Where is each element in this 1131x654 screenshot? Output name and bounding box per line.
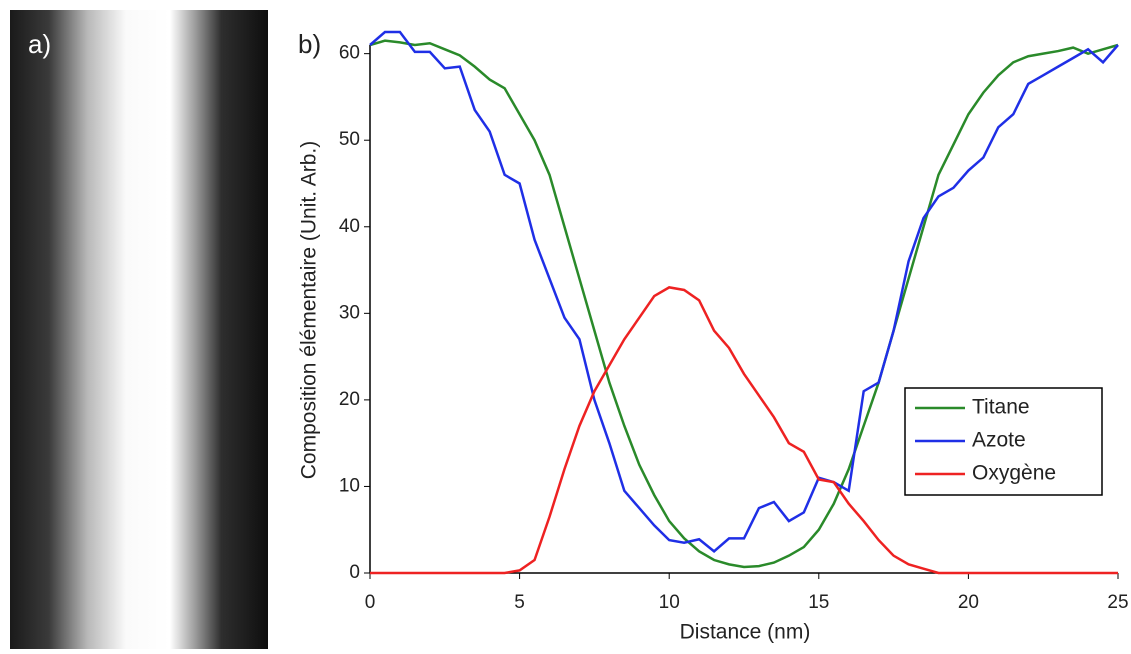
panel-label: b) [298,29,321,59]
y-tick-label: 50 [339,129,360,150]
x-tick-label: 15 [808,592,829,613]
legend-label: Oxygène [972,462,1056,485]
y-tick-label: 20 [339,389,360,410]
series-line [370,286,1118,575]
x-axis-label: Distance (nm) [680,621,811,644]
y-tick-label: 0 [349,562,360,583]
x-tick-label: 10 [659,592,680,613]
micrograph [10,10,268,649]
series-line [369,39,1119,569]
series-line [369,30,1119,553]
legend-label: Azote [972,429,1026,452]
y-tick-label: 60 [339,43,360,64]
x-tick-label: 0 [365,592,376,613]
legend-box [904,387,1103,496]
y-tick-label: 30 [339,302,360,323]
y-tick-label: 40 [339,216,360,237]
panel-label: a) [28,29,51,59]
x-tick-label: 20 [958,592,979,613]
legend-label: Titane [972,396,1030,419]
x-tick-label: 25 [1107,592,1128,613]
y-tick-label: 10 [339,475,360,496]
x-tick-label: 5 [514,592,525,613]
y-axis-label: Composition élémentaire (Unit. Arb.) [298,141,321,479]
